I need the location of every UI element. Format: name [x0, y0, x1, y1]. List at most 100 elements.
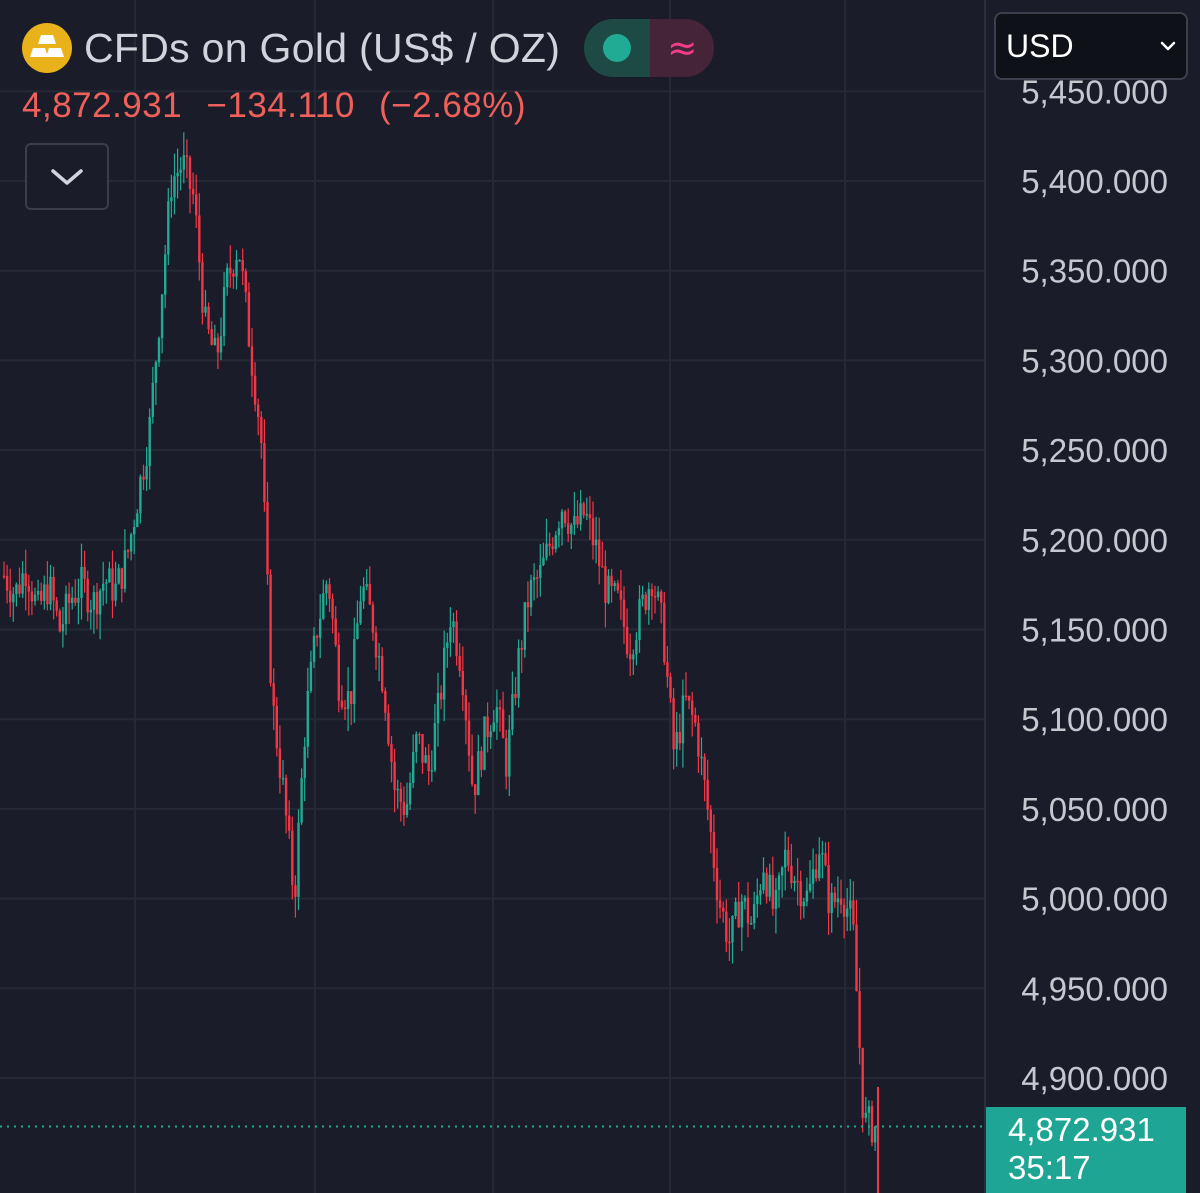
candle-body: [523, 602, 526, 650]
candle-body: [492, 722, 495, 732]
candle-body: [129, 534, 133, 552]
last-price-tag-value: 4,872.931: [1008, 1111, 1155, 1148]
candle-body: [619, 590, 623, 600]
candle-body: [58, 610, 61, 632]
candle-body: [80, 566, 83, 598]
candle-body: [263, 443, 266, 503]
candle-body: [176, 172, 179, 177]
candle-body: [67, 593, 71, 603]
candle-body: [598, 539, 601, 567]
candle-body: [126, 550, 130, 552]
candle-body: [356, 623, 359, 639]
candle-body: [95, 592, 99, 615]
candle-body: [325, 584, 328, 594]
candle-body: [517, 648, 520, 698]
candle-body: [811, 869, 815, 884]
candle-body: [873, 1126, 877, 1143]
candle-body: [632, 654, 635, 660]
candle-body: [136, 513, 139, 528]
candle-body: [315, 635, 319, 638]
candle-body: [842, 904, 846, 917]
approximately-equal-icon[interactable]: ≈: [650, 19, 715, 77]
candle-body: [291, 830, 294, 886]
candle-body: [30, 591, 34, 602]
candle-body: [675, 732, 678, 750]
candle-body: [117, 568, 120, 584]
candle-body: [98, 590, 102, 615]
candle-body: [281, 777, 285, 780]
chevron-down-icon: [51, 168, 83, 185]
chevron-down-icon: [1160, 41, 1176, 51]
candle-body: [40, 590, 43, 601]
candle-body: [408, 782, 412, 805]
candle-body: [753, 904, 756, 924]
candle-body: [241, 259, 244, 272]
market-status[interactable]: ≈: [584, 19, 715, 77]
candle-body: [253, 375, 257, 405]
candle-body: [452, 621, 455, 628]
candle-body: [148, 416, 151, 467]
candle-body: [421, 734, 424, 763]
candle-body: [365, 584, 368, 587]
candle-body: [461, 671, 464, 696]
candle-body: [133, 527, 136, 535]
candle-body: [120, 568, 123, 589]
candle-body: [604, 566, 607, 603]
candle-body: [405, 804, 409, 816]
candle-body: [520, 648, 523, 650]
last-price-tag: 4,872.931 35:17: [986, 1107, 1186, 1193]
candle-body: [759, 890, 762, 896]
candle-body: [833, 892, 836, 903]
candle-body: [86, 578, 89, 613]
candle-body: [222, 287, 226, 337]
candle-body: [219, 336, 223, 353]
candle-body: [142, 476, 145, 480]
candle-body: [89, 609, 92, 613]
candle-body: [334, 618, 337, 645]
candle-body: [827, 864, 830, 913]
currency-select[interactable]: USD: [994, 12, 1188, 80]
candle-body: [449, 627, 452, 643]
candle-body: [635, 639, 638, 655]
candle-body: [195, 194, 198, 216]
candle-body: [33, 594, 37, 602]
candle-body: [328, 584, 331, 599]
candle-body: [777, 875, 781, 890]
candle-body: [756, 895, 759, 905]
candle-body: [36, 590, 40, 595]
candle-body: [278, 748, 282, 778]
gold-bars-icon[interactable]: [22, 23, 72, 73]
candle-body: [681, 695, 685, 744]
symbol-header: CFDs on Gold (US$ / OZ) ≈: [22, 19, 715, 77]
candle-body: [489, 731, 492, 738]
candle-body: [331, 598, 334, 619]
candle-body: [436, 692, 440, 724]
candle-body: [173, 176, 176, 198]
axis-divider: [984, 0, 986, 1193]
candle-body: [294, 885, 297, 897]
candle-body: [390, 743, 393, 762]
candle-body: [15, 584, 18, 595]
candle-body: [319, 618, 322, 638]
candle-body: [740, 901, 743, 928]
candle-body: [542, 557, 545, 566]
candle-body: [594, 539, 598, 546]
price-axis[interactable]: 5,450.0005,400.0005,350.0005,300.0005,25…: [1021, 73, 1168, 1097]
candle-body: [687, 696, 691, 701]
price-axis-tick-label: 4,900.000: [1021, 1060, 1168, 1097]
price-axis-tick-label: 5,400.000: [1021, 163, 1168, 200]
candle-body: [762, 872, 765, 891]
market-open-indicator[interactable]: [584, 19, 651, 77]
candle-body: [532, 577, 536, 580]
collapse-legend-button[interactable]: [25, 143, 109, 210]
candle-body: [858, 991, 861, 1048]
candle-body: [83, 566, 86, 579]
candle-body: [427, 755, 430, 772]
candle-body: [508, 729, 511, 777]
symbol-title[interactable]: CFDs on Gold (US$ / OZ): [84, 24, 561, 71]
candle-body: [381, 656, 384, 692]
candle-body: [647, 589, 650, 610]
candle-body: [384, 691, 387, 713]
